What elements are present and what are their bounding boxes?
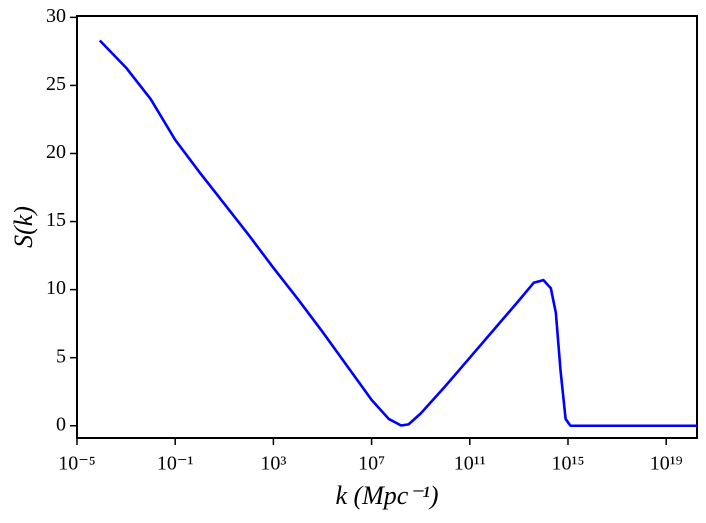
x-tick-label: 10⁻⁵ — [58, 453, 96, 475]
y-tick-label: 10 — [46, 277, 66, 299]
x-tick-label: 10¹⁵ — [552, 453, 585, 475]
y-tick-label: 0 — [56, 413, 66, 435]
y-tick-label: 25 — [46, 73, 66, 95]
x-tick-label: 10⁻¹ — [157, 453, 194, 475]
x-tick-label: 10³ — [260, 453, 286, 475]
x-tick-label: 10¹⁹ — [650, 453, 683, 475]
y-tick-label: 15 — [46, 209, 66, 231]
x-tick-label: 10⁷ — [358, 453, 385, 475]
y-tick-label: 20 — [46, 141, 66, 163]
y-tick-label: 5 — [56, 345, 66, 367]
data-line — [98, 39, 697, 428]
plot-frame — [76, 15, 698, 439]
x-tick-label: 10¹¹ — [454, 453, 486, 475]
y-axis-label: S(k) — [9, 206, 38, 248]
y-tick-label: 30 — [46, 5, 66, 27]
x-axis-label: k (Mpc⁻¹) — [335, 481, 438, 510]
